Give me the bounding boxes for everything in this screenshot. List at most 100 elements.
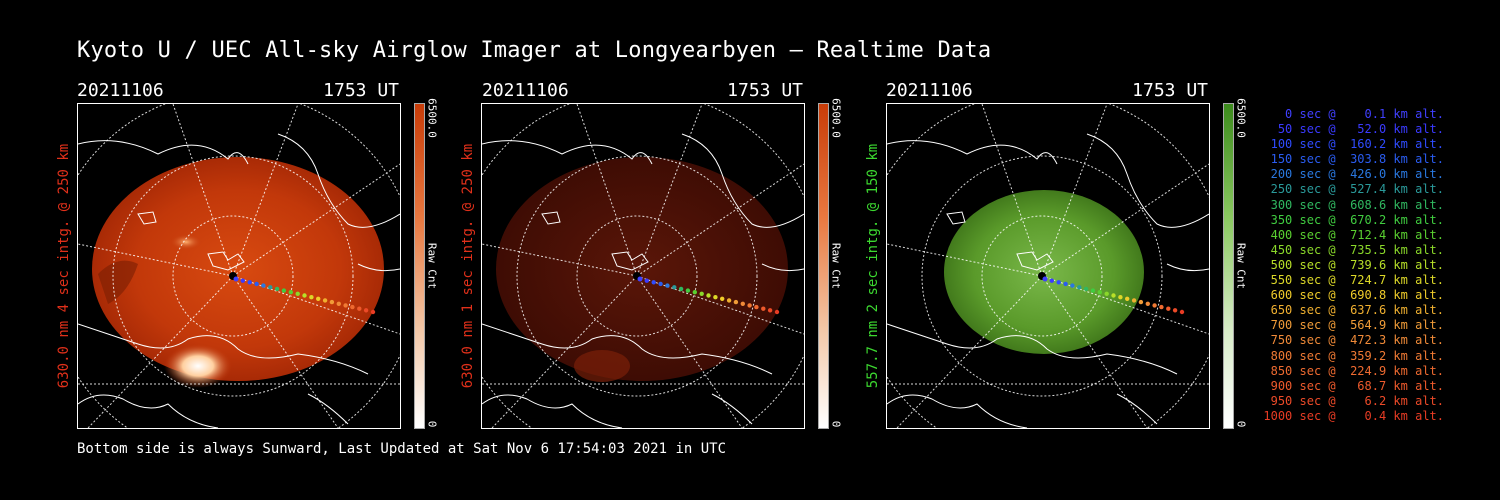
trajectory-point <box>672 285 677 290</box>
panel3-date: 20211106 <box>886 80 973 101</box>
trajectory-point <box>1172 308 1178 313</box>
legend-entry: 750 sec @ 472.3 km alt. <box>1263 333 1444 348</box>
legend-entry: 500 sec @ 739.6 km alt. <box>1263 257 1444 272</box>
trajectory-point <box>240 278 245 283</box>
trajectory-point <box>247 280 252 285</box>
trajectory-point <box>1138 299 1144 305</box>
trajectory-point <box>1111 293 1116 298</box>
trajectory-point <box>343 303 348 308</box>
trajectory-point <box>1090 288 1096 293</box>
trajectory-point <box>733 299 739 305</box>
trajectory-point <box>281 288 287 293</box>
trajectory-point <box>761 306 766 311</box>
trajectory-point <box>329 299 335 305</box>
trajectory-point <box>747 303 752 308</box>
trajectory-point <box>363 308 369 313</box>
trajectory-legend: 0 sec @ 0.1 km alt. 50 sec @ 52.0 km alt… <box>1262 107 1444 424</box>
trajectory-point <box>1152 303 1157 308</box>
trajectory-point <box>1083 286 1089 292</box>
trajectory-point <box>336 301 341 306</box>
legend-entry: 550 sec @ 724.7 km alt. <box>1263 273 1444 288</box>
legend-entry: 400 sec @ 712.4 km alt. <box>1263 227 1444 242</box>
legend-entry: 600 sec @ 690.8 km alt. <box>1263 288 1444 303</box>
trajectory-point <box>706 293 711 298</box>
panel2-allsky-image <box>481 103 805 429</box>
trajectory-point <box>665 283 670 288</box>
legend-entry: 450 sec @ 735.5 km alt. <box>1263 242 1444 257</box>
panel3-ylabel: 557.7 nm 2 sec intg. @ 150 km <box>865 143 881 389</box>
legend-entry: 650 sec @ 637.6 km alt. <box>1263 303 1444 318</box>
trajectory-point <box>1131 298 1137 303</box>
trajectory-point <box>370 309 376 315</box>
panel1-cbar-max: 6500.0 <box>425 98 439 138</box>
trajectory-point <box>295 291 300 296</box>
panel1-ylabel: 630.0 nm 4 sec intg. @ 250 km <box>56 143 72 389</box>
panel2-cbar-label: Raw Cnt <box>829 242 843 290</box>
panel1-time: 1753 UT <box>323 80 399 101</box>
panel3-cbar-min: 0 <box>1234 420 1248 428</box>
panel3-cbar-label: Raw Cnt <box>1234 242 1248 290</box>
legend-entry: 950 sec @ 6.2 km alt. <box>1263 393 1444 408</box>
legend-entry: 900 sec @ 68.7 km alt. <box>1263 378 1444 393</box>
trajectory-point <box>1104 291 1109 296</box>
legend-entry: 0 sec @ 0.1 km alt. <box>1263 107 1444 121</box>
trajectory-point <box>637 276 643 282</box>
trajectory-point <box>1118 295 1123 300</box>
trajectory-point <box>1070 283 1075 288</box>
trajectory-point <box>767 308 773 313</box>
trajectory-point <box>644 278 649 283</box>
trajectory-point <box>309 295 314 300</box>
trajectory-point <box>658 281 663 287</box>
trajectory-point <box>1179 309 1185 315</box>
legend-entry: 250 sec @ 527.4 km alt. <box>1263 182 1444 197</box>
legend-entry: 100 sec @ 160.2 km alt. <box>1263 137 1444 152</box>
trajectory-point <box>1042 276 1048 282</box>
trajectory-point <box>754 304 759 310</box>
trajectory-point <box>774 309 780 315</box>
panel2-cbar-min: 0 <box>829 420 843 428</box>
trajectory-point <box>726 298 732 303</box>
page-title: Kyoto U / UEC All-sky Airglow Imager at … <box>77 38 992 63</box>
trajectory-point <box>740 301 745 306</box>
trajectory-point <box>322 298 328 303</box>
panel1-colorbar <box>414 103 425 429</box>
legend-entry: 50 sec @ 52.0 km alt. <box>1263 122 1444 137</box>
legend-entry: 850 sec @ 224.9 km alt. <box>1263 363 1444 378</box>
trajectory-point <box>316 296 321 301</box>
trajectory-point <box>261 283 266 288</box>
legend-entry: 1000 sec @ 0.4 km alt. <box>1263 408 1444 423</box>
panel2-ylabel: 630.0 nm 1 sec intg. @ 250 km <box>460 143 476 389</box>
panel1-cbar-min: 0 <box>425 420 439 428</box>
trajectory-point <box>1159 304 1164 310</box>
trajectory-point <box>1097 290 1102 295</box>
panel3-allsky-image <box>886 103 1210 429</box>
panel1-allsky-image <box>77 103 401 429</box>
trajectory-point <box>1049 278 1054 283</box>
legend-entry: 700 sec @ 564.9 km alt. <box>1263 318 1444 333</box>
legend-entry: 150 sec @ 303.8 km alt. <box>1263 152 1444 167</box>
panel1-cbar-label: Raw Cnt <box>425 242 439 290</box>
panel2-time: 1753 UT <box>727 80 803 101</box>
trajectory-point <box>678 286 684 292</box>
panel3-time: 1753 UT <box>1132 80 1208 101</box>
trajectory-point <box>233 276 239 282</box>
trajectory-point <box>1166 306 1171 311</box>
trajectory-point <box>699 291 704 296</box>
legend-entry: 350 sec @ 670.2 km alt. <box>1263 212 1444 227</box>
trajectory-point <box>357 306 362 311</box>
legend-entry: 200 sec @ 426.0 km alt. <box>1263 167 1444 182</box>
trajectory-point <box>1056 280 1061 285</box>
legend-entry: 300 sec @ 608.6 km alt. <box>1263 197 1444 212</box>
trajectory-point <box>274 286 280 292</box>
trajectory-point <box>720 296 725 301</box>
trajectory-point <box>713 295 718 300</box>
trajectory-point <box>302 293 307 298</box>
trajectory-point <box>350 304 355 310</box>
trajectory-point <box>651 280 656 285</box>
panel2-colorbar <box>818 103 829 429</box>
trajectory-point <box>1125 296 1130 301</box>
trajectory-point <box>685 288 691 293</box>
footer-note: Bottom side is always Sunward, Last Upda… <box>77 441 727 457</box>
trajectory-point <box>254 281 259 287</box>
panel3-cbar-max: 6500.0 <box>1234 98 1248 138</box>
